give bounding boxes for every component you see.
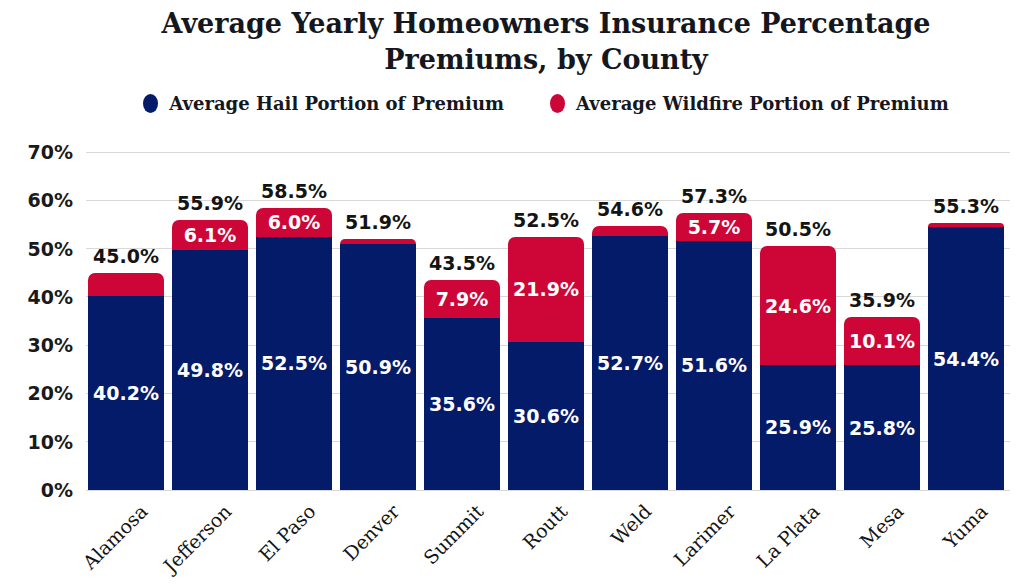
hail-value-label: 52.7% xyxy=(597,352,663,374)
wildfire-value-label: 6.0% xyxy=(268,211,321,233)
wildfire-segment: 6.1% xyxy=(172,220,248,249)
wildfire-segment: 21.9% xyxy=(508,237,584,343)
bar-group-routt: 30.6%21.9%52.5% xyxy=(508,152,584,490)
wildfire-segment xyxy=(592,226,668,235)
y-tick-label: 20% xyxy=(28,382,73,404)
total-value-label: 55.3% xyxy=(916,195,1016,217)
total-value-label: 43.5% xyxy=(412,252,512,274)
hail-value-label: 52.5% xyxy=(261,352,327,374)
hail-value-label: 35.6% xyxy=(429,393,495,415)
bar-group-weld: 52.7%54.6% xyxy=(592,152,668,490)
wildfire-segment: 10.1% xyxy=(844,317,920,366)
legend-item-wildfire: Average Wildfire Portion of Premium xyxy=(550,93,949,114)
hail-segment: 40.2% xyxy=(88,296,164,490)
hail-segment: 52.5% xyxy=(256,237,332,491)
x-axis: AlamosaJeffersonEl PasoDenverSummitRoutt… xyxy=(86,490,1010,584)
chart-title-line1: Average Yearly Homeowners Insurance Perc… xyxy=(68,6,1024,42)
wildfire-segment: 6.0% xyxy=(256,208,332,237)
hail-segment: 25.8% xyxy=(844,365,920,490)
bar-group-jefferson: 49.8%6.1%55.9% xyxy=(172,152,248,490)
wildfire-segment: 7.9% xyxy=(424,280,500,318)
hail-value-label: 51.6% xyxy=(681,354,747,376)
hail-value-label: 49.8% xyxy=(177,359,243,381)
hail-segment: 35.6% xyxy=(424,318,500,490)
wildfire-value-label: 21.9% xyxy=(513,278,579,300)
wildfire-segment xyxy=(88,273,164,296)
y-tick-label: 50% xyxy=(28,237,73,259)
hail-segment: 30.6% xyxy=(508,342,584,490)
hail-segment: 25.9% xyxy=(760,365,836,490)
y-tick-label: 30% xyxy=(28,334,73,356)
hail-segment: 49.8% xyxy=(172,250,248,490)
bar-group-mesa: 25.8%10.1%35.9% xyxy=(844,152,920,490)
hail-value-label: 50.9% xyxy=(345,356,411,378)
hail-value-label: 30.6% xyxy=(513,405,579,427)
bar-group-denver: 50.9%51.9% xyxy=(340,152,416,490)
total-value-label: 50.5% xyxy=(748,218,848,240)
wildfire-value-label: 5.7% xyxy=(688,216,741,238)
total-value-label: 57.3% xyxy=(664,185,764,207)
y-tick-label: 70% xyxy=(28,141,73,163)
wildfire-value-label: 10.1% xyxy=(849,330,915,352)
hail-value-label: 25.9% xyxy=(765,416,831,438)
legend-item-label: Average Wildfire Portion of Premium xyxy=(576,93,949,114)
wildfire-segment xyxy=(928,223,1004,227)
hail-segment: 52.7% xyxy=(592,236,668,490)
bar-group-el-paso: 52.5%6.0%58.5% xyxy=(256,152,332,490)
bar-group-alamosa: 40.2%45.0% xyxy=(88,152,164,490)
legend-item-hail: Average Hail Portion of Premium xyxy=(143,93,504,114)
hail-segment: 50.9% xyxy=(340,244,416,490)
chart: Average Yearly Homeowners Insurance Perc… xyxy=(0,0,1024,584)
y-tick-label: 60% xyxy=(28,189,73,211)
legend-item-label: Average Hail Portion of Premium xyxy=(169,93,504,114)
hail-legend-dot-icon xyxy=(143,94,158,113)
total-value-label: 35.9% xyxy=(832,289,932,311)
hail-value-label: 54.4% xyxy=(933,348,999,370)
bar-group-larimer: 51.6%5.7%57.3% xyxy=(676,152,752,490)
wildfire-segment: 24.6% xyxy=(760,246,836,365)
wildfire-legend-dot-icon xyxy=(550,94,565,113)
y-tick-label: 0% xyxy=(41,479,73,501)
hail-value-label: 40.2% xyxy=(93,382,159,404)
plot-area: 0%10%20%30%40%50%60%70% 40.2%45.0%49.8%6… xyxy=(86,152,1010,490)
total-value-label: 45.0% xyxy=(76,245,176,267)
y-tick-label: 40% xyxy=(28,285,73,307)
bar-group-yuma: 54.4%55.3% xyxy=(928,152,1004,490)
wildfire-value-label: 7.9% xyxy=(436,288,489,310)
hail-value-label: 25.8% xyxy=(849,417,915,439)
chart-title-line2: Premiums, by County xyxy=(68,42,1024,78)
legend: Average Hail Portion of Premium Average … xyxy=(0,93,1024,114)
wildfire-segment xyxy=(340,239,416,244)
total-value-label: 58.5% xyxy=(244,180,344,202)
wildfire-value-label: 6.1% xyxy=(184,224,237,246)
x-tick-label-alamosa: Alamosa xyxy=(2,500,152,584)
chart-title: Average Yearly Homeowners Insurance Perc… xyxy=(0,6,1024,79)
wildfire-value-label: 24.6% xyxy=(765,295,831,317)
y-tick-label: 10% xyxy=(28,430,73,452)
hail-segment: 51.6% xyxy=(676,241,752,490)
bar-group-la-plata: 25.9%24.6%50.5% xyxy=(760,152,836,490)
wildfire-segment: 5.7% xyxy=(676,213,752,241)
bar-group-summit: 35.6%7.9%43.5% xyxy=(424,152,500,490)
hail-segment: 54.4% xyxy=(928,227,1004,490)
total-value-label: 51.9% xyxy=(328,211,428,233)
